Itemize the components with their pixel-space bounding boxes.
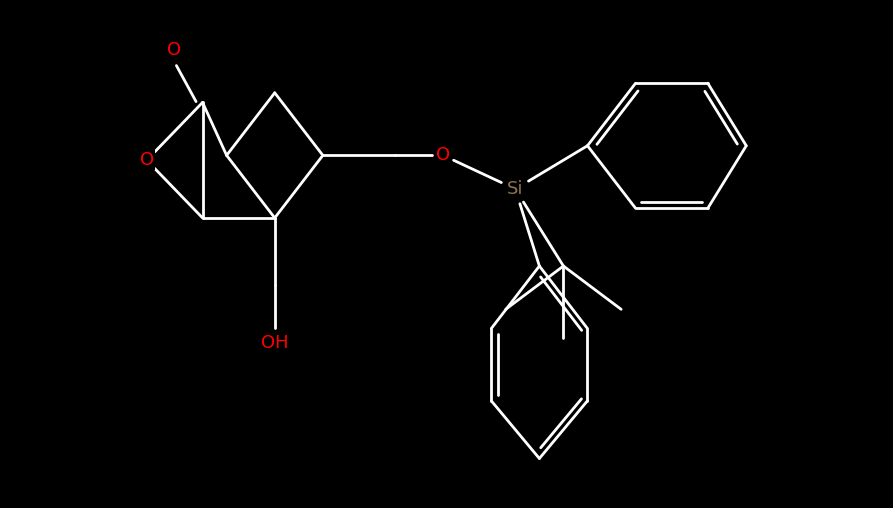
Text: OH: OH bbox=[261, 334, 288, 352]
Text: O: O bbox=[139, 151, 154, 169]
Text: O: O bbox=[436, 146, 450, 165]
Text: Si: Si bbox=[507, 180, 523, 198]
Text: O: O bbox=[167, 41, 180, 58]
